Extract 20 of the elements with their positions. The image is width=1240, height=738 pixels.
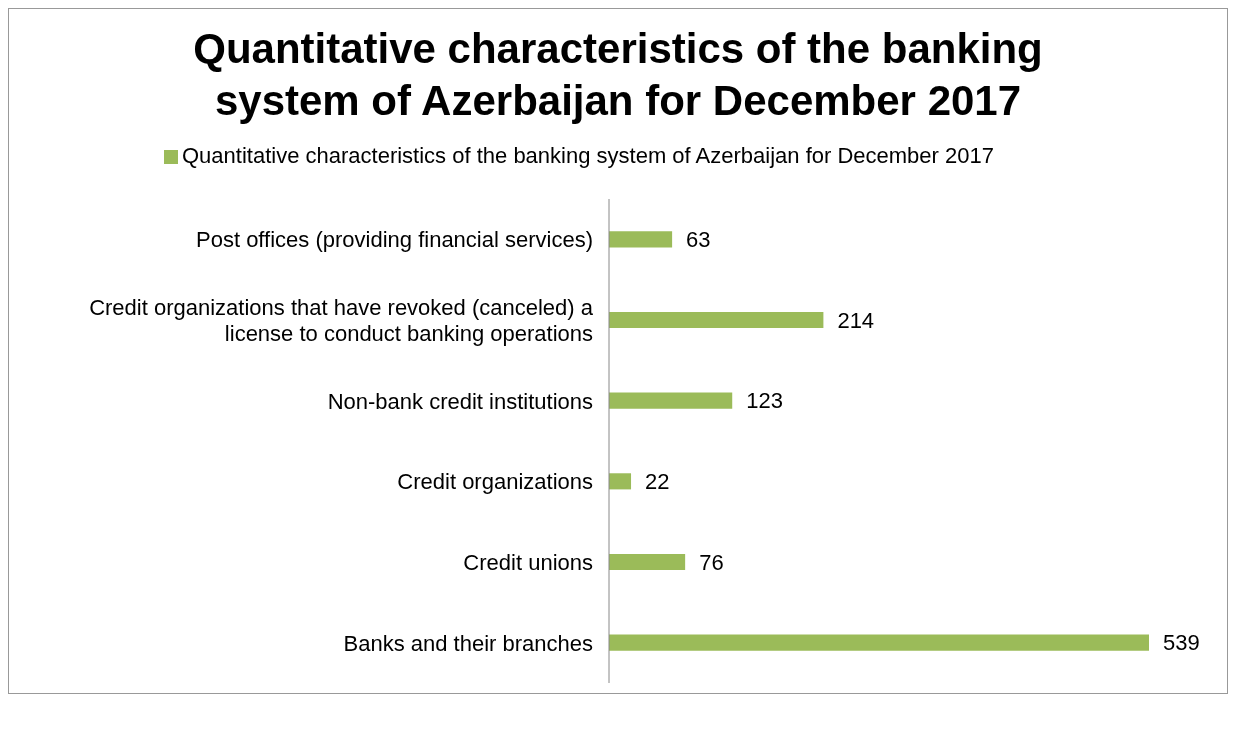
data-label: 123 (746, 388, 783, 414)
y-tick-label: Post offices (providing financial services) (196, 226, 593, 252)
bar (609, 231, 673, 248)
bar (609, 311, 824, 329)
y-tick-label: Banks and their branches (343, 630, 593, 656)
y-tick-label: Non-bank credit institutions (327, 388, 593, 414)
chart-title: Quantitative characteristics of the banking system of Azerbaijan for December 2017 (192, 24, 1044, 126)
bar (609, 553, 686, 571)
y-tick-label: Credit organizations that have revoked (canceled) a license to conduct banking operations (89, 294, 594, 346)
y-tick-label: Credit organizations (397, 468, 593, 494)
data-label: 22 (645, 469, 670, 495)
bar (609, 634, 1149, 651)
data-label: 63 (686, 227, 711, 253)
legend-label: Quantitative characteristics of the banking system of Azerbaijan for December 2017 (182, 143, 994, 168)
data-label: 539 (1163, 630, 1200, 656)
data-label: 76 (699, 549, 724, 575)
data-label: 214 (837, 307, 875, 333)
y-tick-label: Credit unions (463, 549, 593, 575)
bar (609, 392, 733, 409)
bar (609, 473, 632, 490)
